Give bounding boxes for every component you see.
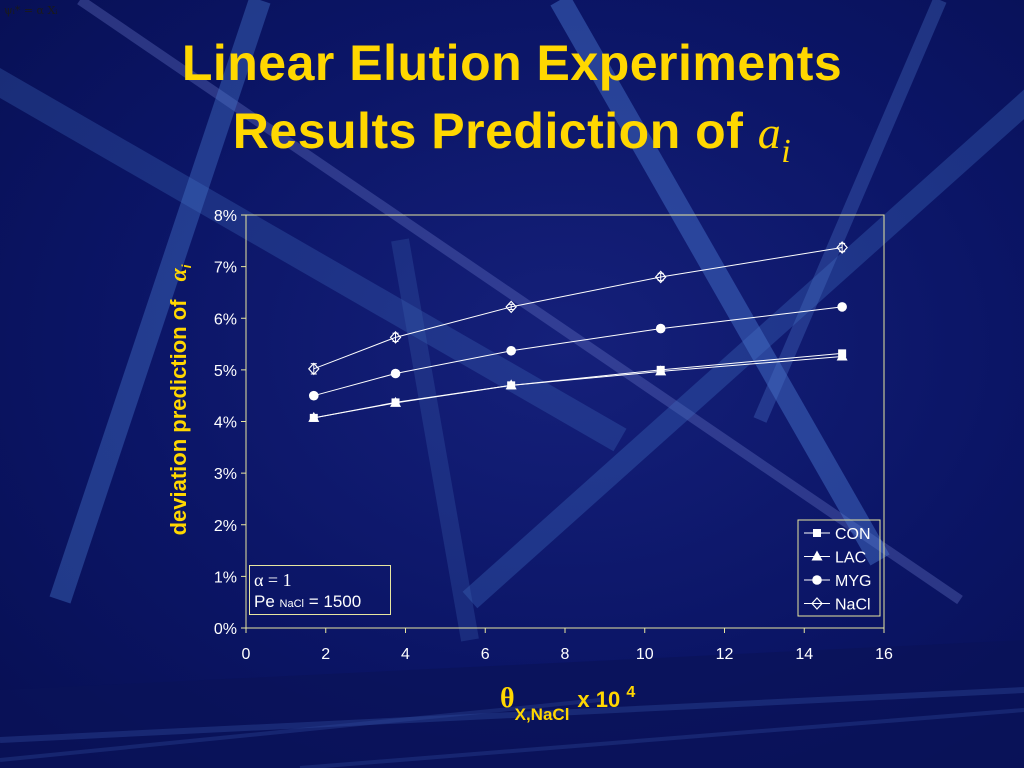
x-tick-label: 4 [401,646,410,663]
x-axis-subscript: X,NaCl [514,705,570,724]
y-tick-label: 0% [214,621,237,638]
y-tick-label: 7% [214,260,237,277]
legend-marker-nacl [811,597,823,610]
x-tick-label: 14 [795,646,813,663]
title-line2-text: Results Prediction of [232,103,744,159]
y-tick-label: 3% [214,466,237,483]
y-tick-label: 8% [214,208,237,225]
x-axis-exponent: 4 [626,684,636,701]
pe-main: Pe [254,592,275,611]
data-point-nacl [389,330,402,344]
data-point-nacl [836,241,848,254]
y-tick-label: 1% [214,569,237,586]
x-tick-label: 2 [321,646,330,663]
x-tick-label: 10 [636,646,654,663]
y-axis-label-text: deviation prediction of [166,299,191,536]
data-point-nacl [654,270,667,284]
data-point-myg [308,390,319,401]
data-point-lac [655,365,667,376]
x-axis-symbol: θ [500,683,515,714]
y-axis-symbol: α [166,268,192,282]
data-point-lac [505,379,517,390]
data-point-lac [308,411,320,422]
y-tick-label: 4% [214,415,237,432]
legend-label-con: CON [835,526,871,543]
legend-marker-myg [812,575,822,585]
slide-title-line1: Linear Elution Experiments [181,35,843,91]
title-subscript: i [781,133,792,170]
legend-marker-lac [811,550,823,561]
series-line-myg [313,306,843,397]
y-tick-label: 5% [214,363,237,380]
pe-subscript: NaCl [279,598,304,610]
y-axis-label: deviation prediction of αi [166,265,194,536]
legend-label-myg: MYG [835,573,871,590]
data-point-myg [506,345,516,356]
title-symbol: a [757,107,782,158]
x-tick-label: 8 [561,646,570,663]
alpha-value: α = 1 [254,570,292,590]
x-axis-times: x 10 [577,687,621,712]
series-line-lac [313,355,843,419]
data-point-myg [837,302,847,312]
x-axis-label: θX,NaCl x 10 4 [500,683,636,724]
y-axis-subscript: i [179,264,194,269]
data-point-nacl [307,362,320,376]
data-point-lac [390,396,402,407]
legend-marker-con [813,529,821,537]
data-point-myg [655,323,666,334]
y-tick-label: 6% [214,311,237,328]
x-tick-label: 12 [716,646,734,663]
slide-title-line2: Results Prediction of ai [0,102,1024,171]
x-tick-label: 0 [242,646,251,663]
pe-number: = 1500 [308,592,362,611]
parameter-note: α = 1 Pe NaCl = 1500 [249,565,391,615]
legend-label-lac: LAC [835,550,866,567]
x-tick-label: 6 [481,646,490,663]
data-point-lac [836,350,848,361]
series-line-nacl [313,247,843,370]
x-tick-label: 16 [875,646,893,663]
corner-formula: ψᵢ* = α Xᵢ [4,4,58,17]
data-point-myg [390,368,401,379]
y-tick-label: 2% [214,518,237,535]
legend [797,519,881,617]
data-point-nacl [505,300,517,314]
peclet-value: Pe NaCl = 1500 [254,592,386,614]
legend-label-nacl: NaCl [835,597,871,614]
